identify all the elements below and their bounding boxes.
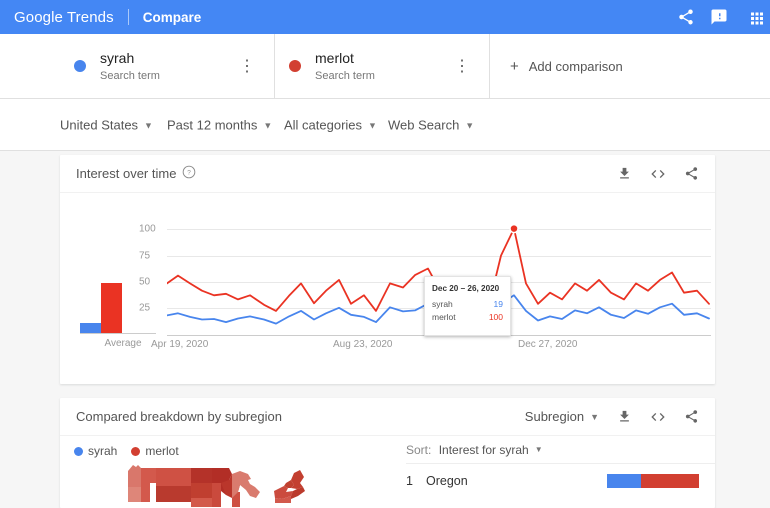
svg-text:?: ? [188,170,192,177]
